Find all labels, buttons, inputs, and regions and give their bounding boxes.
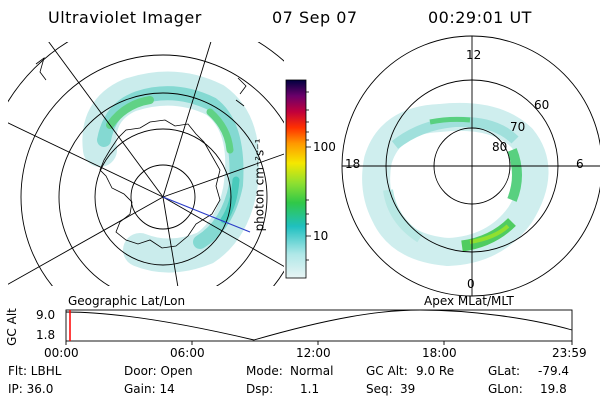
dsp-label: Dsp: bbox=[246, 382, 274, 396]
mlt-label-6: 6 bbox=[576, 157, 584, 171]
mode-value: Normal bbox=[290, 364, 334, 378]
mag-aurora-oval bbox=[362, 102, 549, 267]
mlt-label-18: 18 bbox=[345, 157, 361, 171]
date-label: 07 Sep 07 bbox=[272, 8, 358, 27]
colorbar-tick-100: 100 bbox=[313, 140, 336, 154]
app-title: Ultraviolet Imager bbox=[48, 8, 202, 27]
gain-info: Gain: 14 bbox=[124, 382, 175, 396]
dsp-value: 1.1 bbox=[300, 382, 320, 396]
altitude-ytick-9: 9.0 bbox=[36, 308, 56, 322]
mode-label: Mode: bbox=[246, 364, 283, 378]
satellite-track bbox=[162, 196, 251, 233]
mlt-label-0: 0 bbox=[467, 277, 475, 291]
time-label: 00:29:01 UT bbox=[428, 8, 532, 27]
altitude-curve bbox=[65, 309, 573, 341]
seq-value: 39 bbox=[400, 382, 416, 396]
xtick-0000: 00:00 bbox=[44, 346, 79, 360]
ip-info: IP: 36.0 bbox=[8, 382, 54, 396]
glat-value: -79.4 bbox=[538, 364, 570, 378]
mlat-label-80: 80 bbox=[492, 140, 508, 154]
gcalt-value: 9.0 Re bbox=[416, 364, 455, 378]
mlt-label-12: 12 bbox=[466, 48, 482, 62]
antarctica-coastline bbox=[99, 119, 221, 249]
colorbar-tick-10: 10 bbox=[313, 229, 329, 243]
geographic-map bbox=[8, 42, 284, 286]
geo-aurora-oval bbox=[82, 71, 260, 273]
glat-label: GLat: bbox=[488, 364, 521, 378]
altitude-ylabel: GC Alt bbox=[4, 308, 19, 346]
glon-label: GLon: bbox=[488, 382, 523, 396]
xtick-1800: 18:00 bbox=[422, 346, 457, 360]
door-info: Door: Open bbox=[124, 364, 193, 378]
altitude-ytick-1-8: 1.8 bbox=[36, 328, 56, 342]
mag-panel-label: Apex MLat/MLT bbox=[424, 294, 514, 308]
geo-panel-label: Geographic Lat/Lon bbox=[68, 294, 186, 308]
xtick-1200: 12:00 bbox=[296, 346, 331, 360]
colorbar bbox=[285, 79, 307, 279]
magnetic-polar-plot bbox=[341, 35, 600, 297]
altitude-plot bbox=[65, 309, 573, 345]
flt-info: Flt: LBHL bbox=[8, 364, 62, 378]
seq-label: Seq: bbox=[366, 382, 393, 396]
glon-value: 19.8 bbox=[540, 382, 567, 396]
xtick-0600: 06:00 bbox=[170, 346, 205, 360]
colorbar-unit-label: photon cm⁻²s⁻¹ bbox=[252, 138, 267, 232]
gcalt-label: GC Alt: bbox=[366, 364, 408, 378]
mlat-label-70: 70 bbox=[510, 120, 526, 134]
xtick-2359: 23:59 bbox=[552, 346, 587, 360]
mlat-label-60: 60 bbox=[534, 98, 550, 112]
